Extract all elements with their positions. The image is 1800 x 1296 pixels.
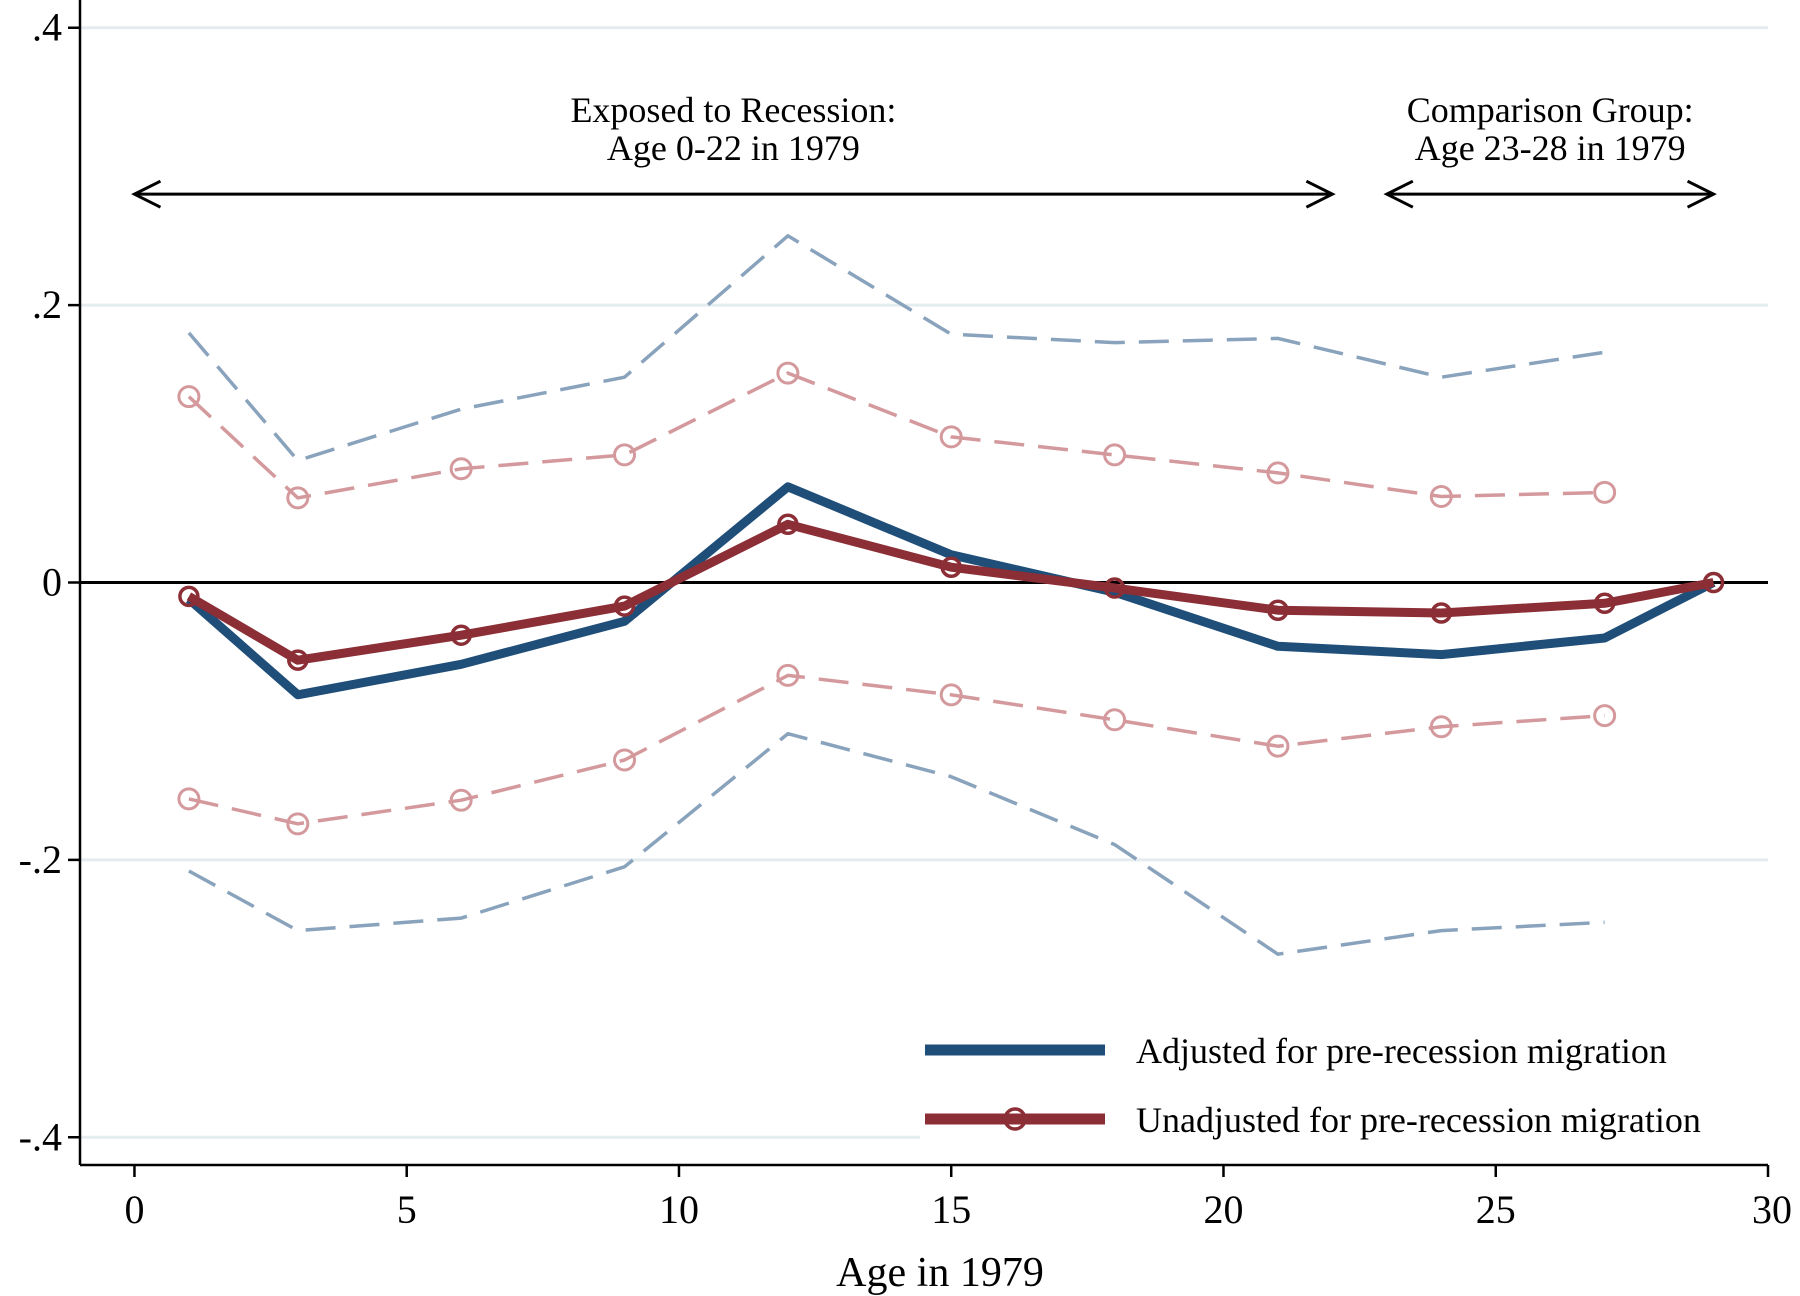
series-unadjusted-for-pre-recession-migration-point [777, 513, 799, 535]
y-tick-label: .4 [32, 5, 62, 50]
series-unadjusted-for-pre-recession-migration-point [1593, 592, 1616, 615]
series-unadjusted-ci-lower-point [286, 812, 310, 836]
series-unadjusted-for-pre-recession-migration-point [287, 649, 309, 671]
series-unadjusted-ci-upper-point [1593, 480, 1617, 504]
annotations: Exposed to Recession:Age 0-22 in 1979 Com… [131, 90, 1717, 209]
series-adjusted-ci-upper-line [187, 234, 1605, 463]
series-unadjusted-ci-upper-point [177, 385, 201, 409]
axes: -.4 -.2 0 .2 .4 0 5 10 15 20 25 30 Age in 1979 [19, 0, 1792, 1296]
arrowhead-right-1 [1686, 179, 1717, 209]
y-tick-label: 0 [42, 560, 62, 605]
series-unadjusted-ci-upper-point [613, 443, 637, 467]
legend: Adjusted for pre-recession migration Unad… [920, 1018, 1770, 1151]
series-unadjusted-ci-lower-point [177, 787, 201, 811]
series-unadjusted-for-pre-recession-migration-point [940, 556, 962, 578]
legend-label: Adjusted for pre-recession migration [1136, 1031, 1667, 1071]
x-tick-label: 15 [931, 1187, 971, 1232]
arrowhead-right-0 [1305, 179, 1336, 209]
legend-label: Unadjusted for pre-recession migration [1136, 1100, 1701, 1140]
series-unadjusted-for-pre-recession-migration-point [1430, 602, 1453, 624]
annotation-line2: Age 0-22 in 1979 [607, 128, 860, 168]
series-unadjusted-ci-lower-point [1266, 734, 1290, 758]
annotation-line1: Comparison Group: [1407, 90, 1694, 130]
x-tick-label: 20 [1203, 1187, 1243, 1232]
y-tick-label: -.4 [19, 1114, 62, 1159]
series-unadjusted-for-pre-recession-migration-point [1702, 571, 1725, 594]
series-adjusted-for-pre-recession-migration-line [185, 482, 1716, 700]
series-unadjusted-for-pre-recession-migration-point [178, 585, 200, 608]
arrowhead-left-1 [1383, 179, 1414, 209]
x-tick-label: 25 [1476, 1187, 1516, 1232]
annotation-line1: Exposed to Recession: [570, 90, 896, 130]
legend-marker [1003, 1107, 1027, 1131]
series-unadjusted-ci-upper-point [776, 361, 800, 385]
series-unadjusted-for-pre-recession-migration-line [186, 519, 1715, 665]
series-unadjusted-for-pre-recession-migration-point [1103, 577, 1126, 599]
series-unadjusted-ci-lower-point [1429, 715, 1453, 739]
series-unadjusted-ci-lower-point [1103, 708, 1127, 732]
series-unadjusted-ci-lower-point [1593, 704, 1617, 728]
series-unadjusted-ci-upper-line [187, 371, 1605, 500]
series-unadjusted-ci-lower-line [188, 673, 1605, 826]
series-unadjusted-ci-upper-point [939, 425, 963, 449]
x-tick-label: 10 [659, 1187, 699, 1232]
series-unadjusted-ci-upper-point [286, 486, 310, 510]
series-unadjusted-ci-lower-point [939, 683, 963, 707]
series-unadjusted-ci-lower-point [449, 788, 473, 812]
series-unadjusted-ci-upper-point [1266, 461, 1290, 485]
x-tick-label: 30 [1752, 1187, 1792, 1232]
y-tick-label: -.2 [19, 837, 62, 882]
series-unadjusted-ci-upper-point [1103, 443, 1127, 467]
series [177, 234, 1725, 956]
annotation-line2: Age 23-28 in 1979 [1415, 128, 1686, 168]
series-unadjusted-for-pre-recession-migration-point [1267, 599, 1289, 621]
arrowhead-left-0 [131, 179, 162, 209]
series-unadjusted-for-pre-recession-migration-point [450, 624, 472, 646]
series-unadjusted-ci-lower-point [776, 663, 800, 687]
series-unadjusted-for-pre-recession-migration-point [613, 595, 636, 617]
series-adjusted-ci-lower-line [188, 731, 1605, 956]
series-unadjusted-ci-upper-point [449, 457, 473, 481]
x-tick-label: 0 [124, 1187, 144, 1232]
series-unadjusted-ci-lower-point [613, 748, 637, 772]
y-tick-label: .2 [32, 282, 62, 327]
series-unadjusted-ci-upper-point [1429, 485, 1453, 509]
x-tick-label: 5 [397, 1187, 417, 1232]
x-axis-title: Age in 1979 [836, 1250, 1044, 1296]
